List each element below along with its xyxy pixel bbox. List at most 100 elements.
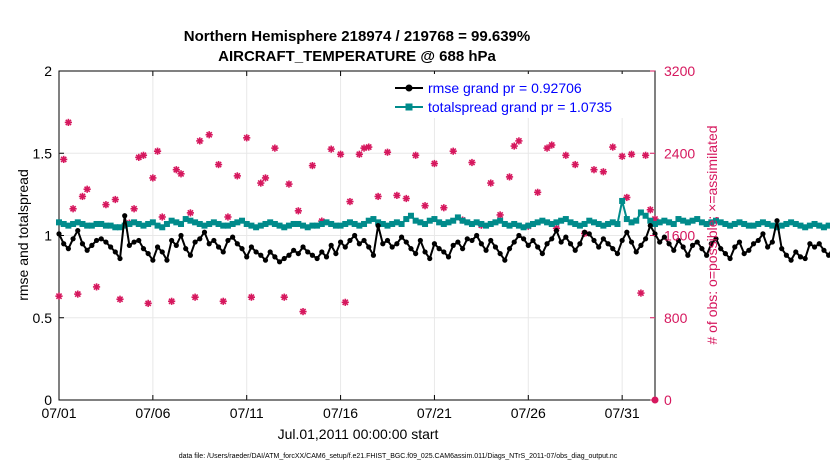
obs-count-point bbox=[421, 202, 429, 210]
spread-point bbox=[736, 219, 743, 226]
spread-point bbox=[534, 219, 541, 226]
rmse-point bbox=[164, 257, 170, 263]
obs-marker-stroke bbox=[112, 196, 119, 203]
rmse-point bbox=[65, 246, 71, 252]
rmse-point bbox=[93, 237, 100, 244]
obs-count-point bbox=[440, 204, 448, 212]
obs-count-point bbox=[609, 143, 617, 151]
rmse-point bbox=[769, 239, 775, 245]
legend: rmse grand pr = 0.92706 totalspread gran… bbox=[391, 74, 653, 118]
obs-count-point bbox=[515, 137, 523, 145]
rmse-point bbox=[464, 236, 470, 242]
legend-spread-label: totalspread grand pr = 1.0735 bbox=[428, 99, 612, 115]
rmse-point bbox=[605, 241, 611, 247]
spread-point bbox=[811, 220, 818, 227]
rmse-point bbox=[408, 246, 414, 252]
spread-point bbox=[473, 219, 480, 226]
obs-count-point bbox=[149, 174, 157, 182]
rmse-point bbox=[614, 250, 621, 257]
spread-point bbox=[257, 222, 264, 229]
spread-point bbox=[342, 220, 349, 227]
spread-point bbox=[93, 220, 100, 227]
spread-point bbox=[356, 222, 363, 229]
spread-point bbox=[689, 217, 696, 224]
rmse-point bbox=[98, 236, 104, 242]
obs-marker-stroke bbox=[346, 198, 354, 205]
rmse-point bbox=[422, 249, 428, 255]
chart-title: Northern Hemisphere 218974 / 219768 = 99… bbox=[184, 28, 530, 45]
spread-point bbox=[398, 220, 405, 227]
rmse-point bbox=[145, 250, 151, 257]
x-tick-label: 07/01 bbox=[41, 405, 76, 421]
rmse-point bbox=[225, 237, 231, 244]
rmse-point bbox=[352, 232, 358, 239]
rmse-point bbox=[234, 241, 240, 247]
spread-point bbox=[224, 222, 231, 229]
obs-marker-stroke bbox=[74, 290, 81, 298]
obs-marker-stroke bbox=[421, 202, 429, 209]
rmse-point bbox=[478, 241, 484, 247]
obs-marker-stroke bbox=[562, 152, 570, 159]
x-tick-label: 07/06 bbox=[135, 405, 170, 421]
obs-marker-stroke bbox=[55, 292, 63, 300]
rmse-point bbox=[286, 252, 292, 258]
rmse-point bbox=[793, 249, 799, 255]
obs-count-point bbox=[64, 118, 72, 127]
rmse-point bbox=[736, 239, 743, 245]
obs-count-point bbox=[153, 147, 162, 155]
spread-point bbox=[609, 219, 616, 226]
spread-point bbox=[84, 222, 91, 229]
spread-point bbox=[548, 220, 555, 227]
chart-subtitle: AIRCRAFT_TEMPERATURE @ 688 hPa bbox=[218, 48, 496, 65]
rmse-point bbox=[459, 246, 466, 252]
rmse-point bbox=[788, 257, 794, 263]
rmse-point bbox=[295, 250, 301, 257]
obs-count-point bbox=[102, 201, 110, 209]
rmse-point bbox=[361, 237, 367, 244]
spread-point bbox=[140, 222, 147, 229]
spread-point bbox=[727, 222, 734, 229]
rmse-series bbox=[56, 213, 830, 265]
spread-point bbox=[684, 219, 691, 226]
right-y-tick-label: 0 bbox=[664, 392, 672, 408]
obs-count-point bbox=[599, 168, 607, 176]
rmse-point bbox=[558, 239, 564, 245]
obs-marker-stroke bbox=[281, 294, 288, 301]
obs-marker-stroke bbox=[130, 205, 138, 212]
spread-point bbox=[412, 217, 419, 224]
obs-count-point bbox=[393, 191, 401, 200]
spread-point bbox=[567, 219, 574, 226]
rmse-point bbox=[816, 241, 822, 247]
rmse-point bbox=[197, 236, 203, 242]
x-tick-label: 07/21 bbox=[417, 405, 452, 421]
obs-count-point bbox=[205, 131, 213, 139]
rmse-point bbox=[122, 213, 128, 219]
spread-point bbox=[515, 222, 522, 229]
spread-point bbox=[661, 217, 668, 224]
rmse-point bbox=[469, 237, 475, 244]
rmse-point bbox=[258, 252, 264, 258]
rmse-point bbox=[281, 255, 287, 262]
spread-point bbox=[393, 219, 400, 226]
spread-point bbox=[178, 220, 185, 227]
rmse-point bbox=[638, 242, 644, 248]
obs-marker-stroke bbox=[257, 179, 264, 187]
obs-marker-stroke bbox=[243, 134, 250, 141]
spread-point bbox=[741, 220, 748, 227]
rmse-point bbox=[713, 236, 719, 242]
spread-point bbox=[506, 222, 513, 229]
spread-point bbox=[88, 222, 95, 229]
rmse-point bbox=[511, 239, 517, 245]
obs-marker-stroke bbox=[224, 213, 232, 221]
spread-point bbox=[276, 222, 283, 229]
obs-marker-stroke bbox=[637, 289, 645, 297]
rmse-point bbox=[760, 231, 766, 237]
rmse-point bbox=[633, 249, 639, 255]
spread-point bbox=[370, 216, 377, 223]
spread-point bbox=[365, 217, 372, 224]
obs-marker-stroke bbox=[187, 209, 194, 217]
x-axis-ticks: 07/01 07/06 07/11 07/16 07/21 07/26 07/31 bbox=[41, 71, 640, 421]
rmse-point bbox=[131, 239, 137, 245]
rmse-point bbox=[544, 241, 550, 247]
spread-point bbox=[562, 216, 569, 223]
